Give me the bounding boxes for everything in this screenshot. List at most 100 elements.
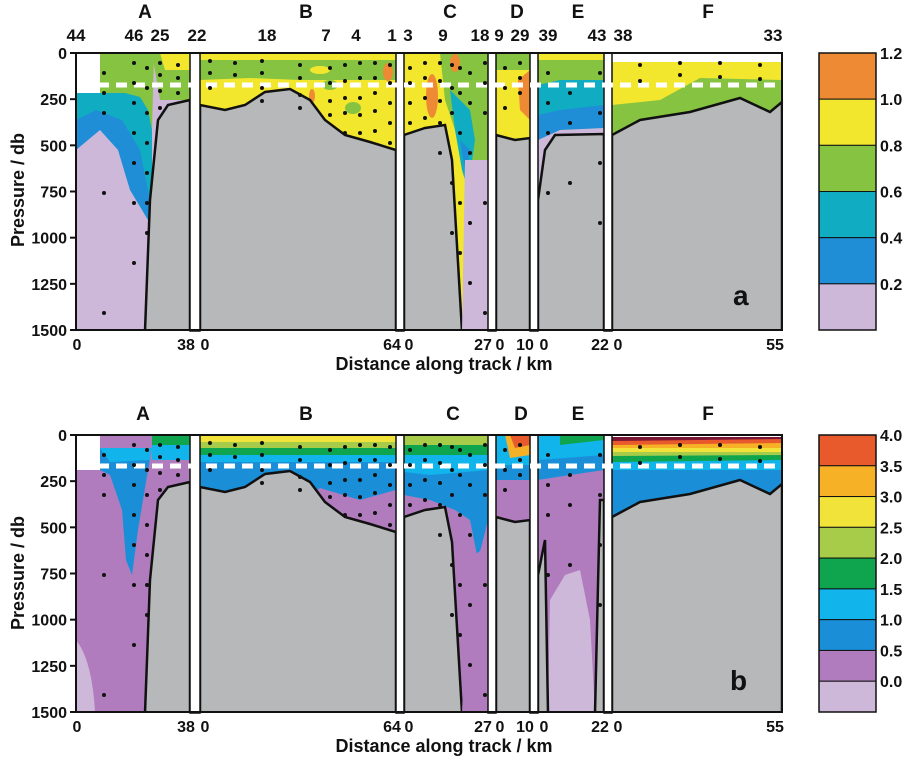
section-label: B (299, 2, 313, 23)
station-label: 38 (614, 26, 633, 45)
sample-dot (298, 76, 302, 80)
sample-dot (298, 458, 302, 462)
sample-dot (343, 79, 347, 83)
sample-dot (438, 443, 442, 447)
station-label: 9 (494, 26, 503, 45)
sample-dot (132, 643, 136, 647)
sample-dot (468, 453, 472, 457)
sample-dot (343, 131, 347, 135)
sample-dot (678, 61, 682, 65)
colorbar-tick: 0.4 (880, 231, 902, 248)
section-labels-b: A B C D E F (136, 404, 714, 425)
sample-dot (373, 473, 377, 477)
sample-dot (132, 161, 136, 165)
sample-dot (718, 443, 722, 447)
sample-dot (260, 86, 264, 90)
sample-dot (358, 513, 362, 517)
sample-dot (450, 63, 454, 67)
sample-dot (176, 91, 180, 95)
sample-dot (468, 533, 472, 537)
sample-dot (438, 99, 442, 103)
x-tick: 38 (177, 337, 195, 354)
colorbar-tick: 0.5 (880, 643, 902, 660)
colorbar-tick: 3.0 (880, 490, 902, 507)
station-label: 25 (151, 26, 170, 45)
sample-dot (145, 553, 149, 557)
y-ticks-a: 0 250 500 750 1000 1250 1500 (31, 46, 76, 340)
x-tick: 0 (73, 337, 82, 354)
y-tick: 1500 (31, 323, 67, 340)
sample-dot (260, 441, 264, 445)
sample-dot (373, 61, 377, 65)
sample-dot (518, 61, 522, 65)
station-label: 9 (438, 26, 447, 45)
deep-water-c-a (462, 160, 488, 330)
sample-dot (358, 76, 362, 80)
sample-dot (678, 73, 682, 77)
sample-dot (388, 483, 392, 487)
x-axis-label-b: Distance along track / km (335, 736, 552, 756)
sample-dot (518, 443, 522, 447)
sample-dot (438, 533, 442, 537)
sample-dot (546, 71, 550, 75)
station-labels-a: 44 46 25 22 18 7 4 1 3 9 18 9 29 39 43 3… (67, 26, 783, 45)
section-label: E (572, 2, 585, 23)
sample-dot (423, 96, 427, 100)
sample-dot (438, 61, 442, 65)
sample-dot (132, 101, 136, 105)
y-tick: 1250 (31, 659, 67, 676)
sample-dot (468, 483, 472, 487)
sample-dot (328, 113, 332, 117)
sample-dot (388, 523, 392, 527)
y-tick: 1500 (31, 705, 67, 722)
sample-dot (102, 91, 106, 95)
panel-label-a: a (733, 280, 749, 311)
sample-dot (423, 76, 427, 80)
sample-dot (758, 445, 762, 449)
sample-dot (503, 106, 507, 110)
station-label: 1 (387, 26, 396, 45)
sample-dot (598, 221, 602, 225)
sample-dot (483, 583, 487, 587)
sample-dot (678, 443, 682, 447)
sample-dot (298, 488, 302, 492)
station-dots-b (102, 441, 762, 697)
sample-dot (102, 473, 106, 477)
sample-dot (483, 693, 487, 697)
section-label: D (510, 2, 524, 23)
sample-dot (328, 66, 332, 70)
panel-label-b: b (730, 665, 747, 696)
sample-dot (438, 503, 442, 507)
sample-dot (423, 443, 427, 447)
sample-dot (208, 86, 212, 90)
colorbar-tick: 1.0 (880, 613, 902, 630)
sample-dot (518, 91, 522, 95)
section-label: B (299, 404, 313, 425)
sample-dot (718, 75, 722, 79)
sample-dot (102, 493, 106, 497)
sample-dot (176, 473, 180, 477)
sample-dot (423, 478, 427, 482)
sample-dot (450, 111, 454, 115)
sample-dot (423, 116, 427, 120)
sample-dot (132, 81, 136, 85)
sample-dot (373, 443, 377, 447)
sample-dot (450, 86, 454, 90)
sample-dot (358, 96, 362, 100)
y-ticks-b: 0 250 500 750 1000 1250 1500 (31, 428, 76, 722)
x-tick: 0 (405, 719, 414, 736)
sample-dot (233, 455, 237, 459)
sample-dot (145, 231, 149, 235)
sample-dot (408, 448, 412, 452)
x-tick: 55 (766, 337, 784, 354)
sample-dot (518, 473, 522, 477)
sample-dot (343, 478, 347, 482)
sample-dot (260, 99, 264, 103)
sample-dot (503, 448, 507, 452)
sample-dot (438, 151, 442, 155)
sample-dot (328, 463, 332, 467)
sample-dot (132, 61, 136, 65)
sample-dot (208, 468, 212, 472)
sample-dot (388, 101, 392, 105)
sample-dot (408, 463, 412, 467)
